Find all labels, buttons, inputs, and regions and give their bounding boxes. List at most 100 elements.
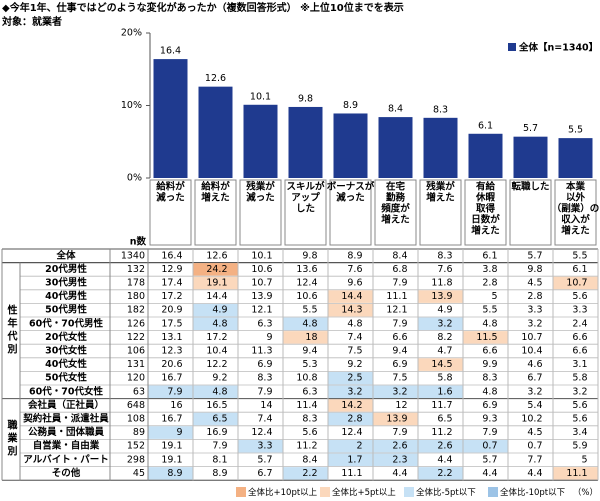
n-header: n数	[130, 236, 147, 248]
cell-shade	[148, 385, 193, 399]
row-label: 30代男性	[45, 277, 87, 289]
cell-shade	[193, 317, 238, 331]
cell-value: 1.7	[347, 454, 362, 465]
cell-shade	[418, 358, 463, 371]
cell-shade	[463, 331, 508, 344]
cell-value: 4.5	[527, 278, 542, 289]
cell-shade	[193, 412, 238, 426]
n-value: 89	[133, 427, 145, 438]
cell-shade	[553, 276, 598, 290]
cell-value: 12.9	[161, 264, 182, 275]
value-label: 6.1	[478, 120, 493, 131]
x-tick-label: 転職した	[511, 181, 549, 193]
cell-shade	[148, 467, 193, 480]
cell-value: 4.4	[437, 454, 452, 465]
cell-value: 13.6	[296, 264, 317, 275]
cell-value: 4.6	[527, 359, 542, 370]
value-label: 12.6	[205, 73, 226, 84]
cell-value: 6.1	[572, 264, 587, 275]
cell-value: 12.3	[161, 346, 182, 357]
legend-label: 全体【n=1340】	[518, 42, 598, 54]
cell-shade	[418, 385, 463, 399]
cell-value: 5.4	[527, 400, 542, 411]
value-label: 16.4	[160, 46, 181, 57]
n-value: 152	[127, 441, 145, 452]
cell-value: 10.7	[521, 332, 542, 343]
cell-value: 3.2	[437, 318, 452, 329]
cell-value: 16.7	[161, 373, 182, 384]
x-tick-label: スキルが	[286, 181, 325, 193]
cell-value: 5.6	[572, 414, 587, 425]
group-label: 性年代別	[5, 303, 18, 356]
cell-value: 10.1	[251, 250, 272, 261]
cell-value: 5.9	[572, 441, 587, 452]
cell-value: 13.9	[251, 291, 272, 302]
cell-value: 3.3	[257, 441, 272, 452]
cell-value: 14.3	[341, 305, 362, 316]
row-label: 20代女性	[45, 331, 87, 343]
cell-value: 17.2	[161, 291, 182, 302]
cell-value: 14.4	[206, 291, 227, 302]
cell-shade	[328, 303, 373, 317]
value-label: 8.9	[343, 100, 358, 111]
cell-shade	[148, 426, 193, 439]
cell-value: 13.9	[386, 414, 407, 425]
cell-value: 3.2	[347, 386, 362, 397]
cell-value: 2.6	[437, 441, 452, 452]
cell-shade	[193, 385, 238, 399]
cell-shade	[328, 290, 373, 303]
cell-shade	[373, 385, 418, 399]
cell-value: 7.6	[437, 264, 452, 275]
cell-value: 3.2	[527, 318, 542, 329]
cell-value: 4.8	[302, 318, 317, 329]
x-tick-label: 休暇	[475, 192, 496, 204]
x-tick-label: 取得	[476, 203, 496, 215]
x-tick-label: 日数が	[471, 214, 500, 226]
header-cell	[464, 179, 507, 246]
cell-shade	[373, 412, 418, 426]
cell-shade	[373, 453, 418, 467]
cell-shade	[553, 467, 598, 480]
x-tick-label: した	[296, 204, 315, 215]
cell-value: 5.5	[482, 305, 497, 316]
cell-value: 7.5	[347, 346, 362, 357]
n-value: 178	[127, 278, 145, 289]
cell-value: 5.7	[257, 454, 272, 465]
cell-value: 2.5	[347, 373, 362, 384]
legend-label: 全体比+10pt以上	[248, 487, 318, 498]
cell-shade	[193, 276, 238, 290]
cell-value: 4.8	[482, 318, 497, 329]
cell-value: 4.8	[212, 386, 227, 397]
cell-value: 6.6	[572, 346, 587, 357]
cell-shade	[328, 385, 373, 399]
cell-value: 12.6	[206, 250, 227, 261]
cell-value: 10.6	[296, 291, 317, 302]
cell-value: 5.8	[572, 373, 587, 384]
cell-value: 4.4	[482, 468, 497, 479]
cell-value: 6.1	[482, 250, 497, 261]
cell-value: 6.5	[437, 414, 452, 425]
row-label: 40代男性	[45, 290, 87, 302]
cell-value: 8.3	[437, 250, 452, 261]
x-tick-label: ボーナスが	[327, 181, 375, 193]
cell-value: 2.2	[437, 468, 452, 479]
n-value: 106	[127, 346, 145, 357]
header-cell	[374, 179, 417, 246]
cell-shade	[193, 303, 238, 317]
value-label: 5.5	[568, 125, 583, 136]
x-tick-label: 増えた	[426, 192, 455, 204]
x-tick-label: 残業が	[246, 181, 275, 193]
header-cell	[554, 179, 597, 246]
legend-swatch	[320, 487, 330, 497]
cell-value: 9.4	[392, 346, 407, 357]
cell-value: 7.4	[347, 332, 362, 343]
cell-value: 12.1	[251, 305, 272, 316]
cell-value: 3.2	[527, 386, 542, 397]
y-tick-label: 0%	[127, 173, 142, 184]
cell-value: 17.5	[161, 318, 182, 329]
bar	[243, 104, 278, 178]
cell-value: 19.1	[161, 454, 182, 465]
cell-value: 2.3	[392, 454, 407, 465]
cell-value: 14	[260, 400, 272, 411]
cell-value: 24.2	[206, 264, 227, 275]
